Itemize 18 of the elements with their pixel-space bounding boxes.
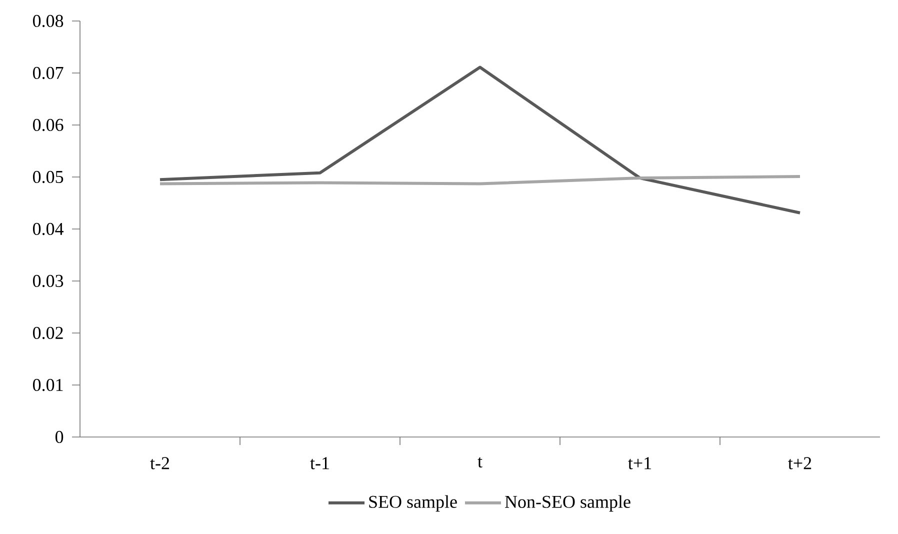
y-tick-label: 0 — [55, 430, 64, 444]
line-series — [158, 66, 802, 214]
y-tick-label: 0.07 — [32, 66, 64, 80]
y-tick-label: 0.04 — [32, 222, 64, 236]
y-tick-label: 0.03 — [32, 274, 64, 288]
x-tick-label: t+2 — [788, 457, 812, 470]
y-tick-label: 0.05 — [32, 170, 64, 184]
y-tick-label: 0.06 — [32, 118, 64, 132]
x-tick-label: t — [478, 457, 482, 468]
legend-label: SEO sample — [369, 495, 457, 512]
x-tick-label: t-2 — [150, 457, 170, 470]
x-tick-label: t-1 — [310, 457, 329, 470]
line-series — [158, 174, 802, 186]
x-tick-label: t+1 — [628, 457, 651, 470]
y-tick-label: 0.01 — [32, 378, 63, 392]
y-tick-label: 0.08 — [32, 14, 64, 28]
y-tick-label: 0.02 — [32, 326, 63, 340]
legend-label: Non-SEO sample — [505, 495, 630, 512]
